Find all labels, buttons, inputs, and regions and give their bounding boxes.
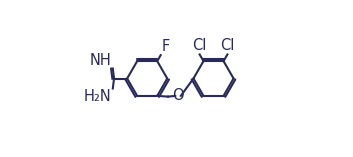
Text: NH: NH [90,53,112,68]
Text: Cl: Cl [220,38,235,53]
Text: F: F [161,39,170,54]
Text: Cl: Cl [192,38,207,53]
Text: O: O [172,88,184,103]
Text: H₂N: H₂N [84,89,112,104]
